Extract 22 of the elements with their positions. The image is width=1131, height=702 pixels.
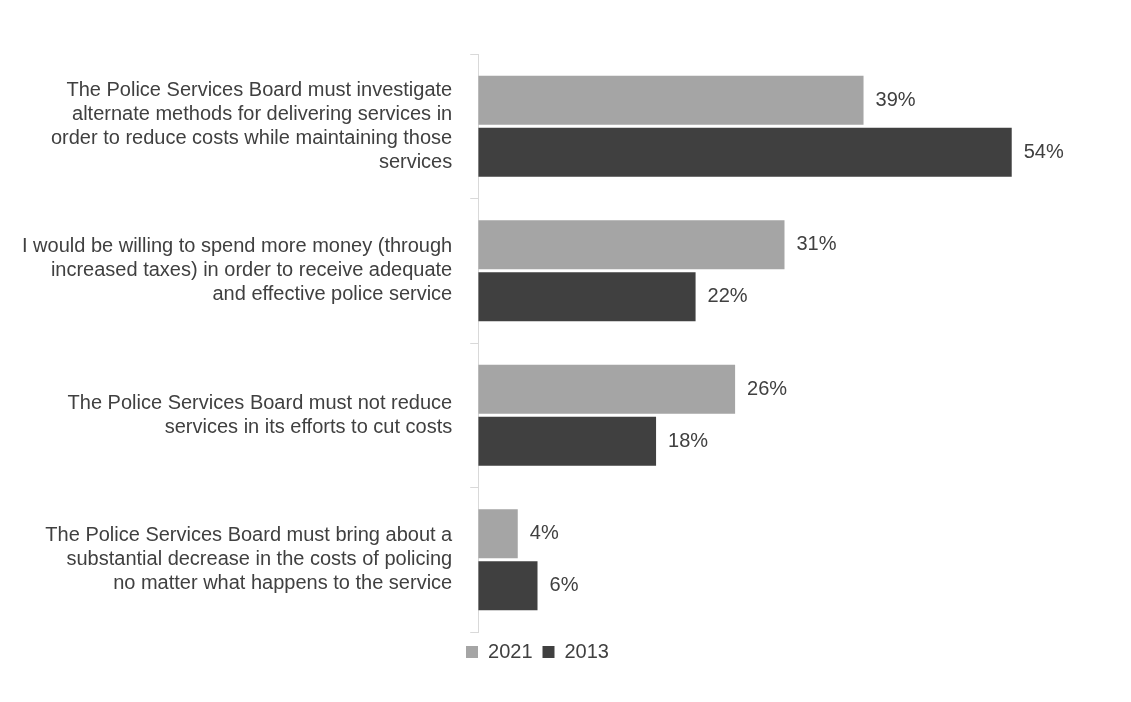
bar <box>478 272 696 322</box>
y-tick-label: The Police Services Board must investigate alternate methods for delivering services in order to reduce costs while maintaining those services <box>50 77 453 172</box>
legend-label: 2021 <box>488 639 533 662</box>
bar <box>478 416 657 466</box>
y-tick-label: The Police Services Board must bring about a substantial decrease in the costs of policing no matter what happens to the service <box>45 523 454 594</box>
y-tick-label: I would be willing to spend more money (through increased taxes) in order to receive adequate and effective police service <box>22 234 453 305</box>
legend-label: 2013 <box>564 639 609 662</box>
y-tick-label: The Police Services Board must not reduce services in its efforts to cut costs <box>67 390 453 437</box>
data-label: 4% <box>529 521 559 544</box>
data-label: 26% <box>747 376 788 399</box>
data-label: 22% <box>707 284 748 307</box>
bar <box>478 561 538 611</box>
bar <box>478 509 518 559</box>
bar <box>478 75 864 125</box>
bar <box>478 127 1012 177</box>
data-label: 31% <box>796 232 837 255</box>
data-label: 39% <box>875 87 916 110</box>
bar <box>478 364 736 414</box>
data-label: 6% <box>549 573 579 596</box>
bar <box>478 220 785 270</box>
data-label: 18% <box>668 428 709 451</box>
data-label: 54% <box>1023 139 1064 162</box>
